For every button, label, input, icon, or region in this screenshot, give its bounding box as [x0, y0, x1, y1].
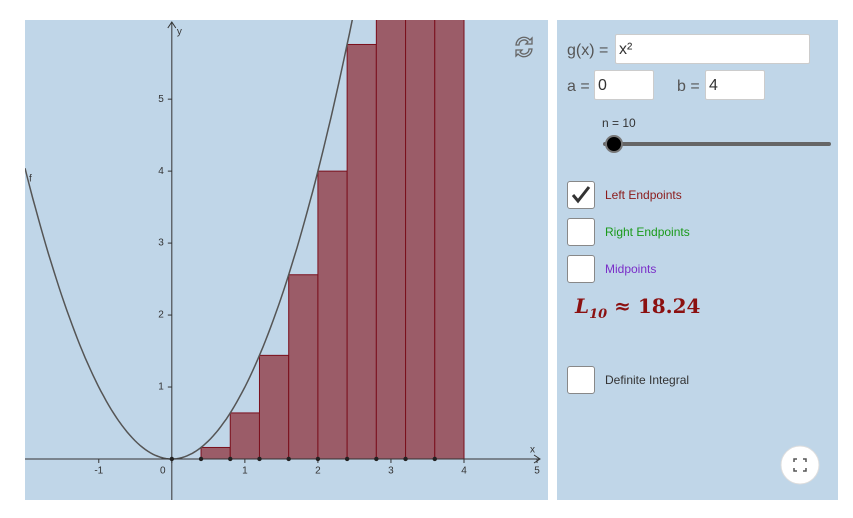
sum-value: ≈ 18.24	[614, 294, 701, 318]
y-tick-label: 1	[158, 382, 164, 393]
y-tick-label: 4	[158, 166, 164, 177]
riemann-rect	[288, 274, 319, 460]
plot	[25, 20, 465, 460]
slider[interactable]	[597, 132, 837, 156]
sample-point	[315, 456, 321, 462]
x-tick-label: -1	[94, 466, 103, 477]
x-tick-label: 4	[461, 466, 467, 477]
x-axis-label: x	[530, 445, 535, 456]
slider-label: n = 10	[602, 116, 636, 130]
y-arrow	[167, 21, 177, 29]
y-tick-label: 5	[158, 94, 164, 105]
x-tick-label: 3	[388, 466, 394, 477]
sample-point	[198, 456, 204, 462]
x-arrow	[533, 454, 541, 464]
x-tick-label: 0	[160, 466, 166, 477]
reset-button[interactable]	[510, 33, 538, 61]
riemann-rect	[375, 20, 407, 460]
slider-knob[interactable]	[605, 135, 623, 153]
sample-point	[403, 456, 408, 462]
function-input[interactable]: x²	[615, 34, 810, 64]
sum-symbol: L	[575, 294, 590, 318]
fullscreen-button[interactable]	[780, 445, 820, 485]
x-tick-label: 2	[315, 466, 321, 477]
y-tick-label: 3	[158, 238, 164, 249]
sum-index: 10	[589, 307, 608, 322]
sample-point	[374, 456, 379, 462]
sample-point	[286, 456, 291, 462]
riemann-rect	[405, 20, 436, 460]
function-label: g(x) =	[567, 42, 609, 59]
sample-point	[257, 456, 262, 462]
x-tick-label: 5	[534, 466, 540, 477]
curve-label: f	[29, 174, 32, 185]
riemann-rect	[258, 354, 290, 460]
a-label: a =	[567, 78, 590, 95]
checkbox-label: Definite Integral	[605, 373, 690, 387]
sum-result: L10 ≈ 18.24	[575, 294, 700, 322]
checkbox-label: Left Endpoints	[605, 188, 682, 202]
riemann-rect	[346, 43, 377, 460]
sample-point	[228, 456, 233, 462]
a-input[interactable]: 0	[594, 70, 654, 100]
y-tick-label: 2	[158, 310, 164, 321]
algebra-panel: g(x) = x² a = 0 b = 4 n = 10 Left Endpoi…	[557, 20, 838, 500]
riemann-rect	[200, 446, 231, 460]
riemann-rect	[434, 20, 465, 460]
checkbox[interactable]	[567, 181, 595, 209]
checkmark	[571, 186, 591, 204]
checkbox-label: Right Endpoints	[605, 225, 690, 239]
y-axis-label: y	[177, 27, 182, 38]
checkbox[interactable]	[567, 366, 595, 394]
b-input[interactable]: 4	[705, 70, 765, 100]
divider	[549, 20, 557, 500]
sample-point	[344, 456, 350, 462]
graph-view: x y f -1 0 1 2 3 4 5 1 2 3 4 5	[25, 20, 548, 500]
riemann-rect	[229, 412, 260, 460]
checkbox[interactable]	[567, 218, 595, 246]
x-tick-label: 1	[242, 466, 248, 477]
sample-point	[169, 456, 175, 462]
checkbox-label: Midpoints	[605, 262, 657, 276]
riemann-rect	[317, 170, 348, 460]
b-label: b =	[677, 78, 700, 95]
curve	[25, 20, 354, 460]
sample-point	[432, 456, 437, 462]
checkbox[interactable]	[567, 255, 595, 283]
